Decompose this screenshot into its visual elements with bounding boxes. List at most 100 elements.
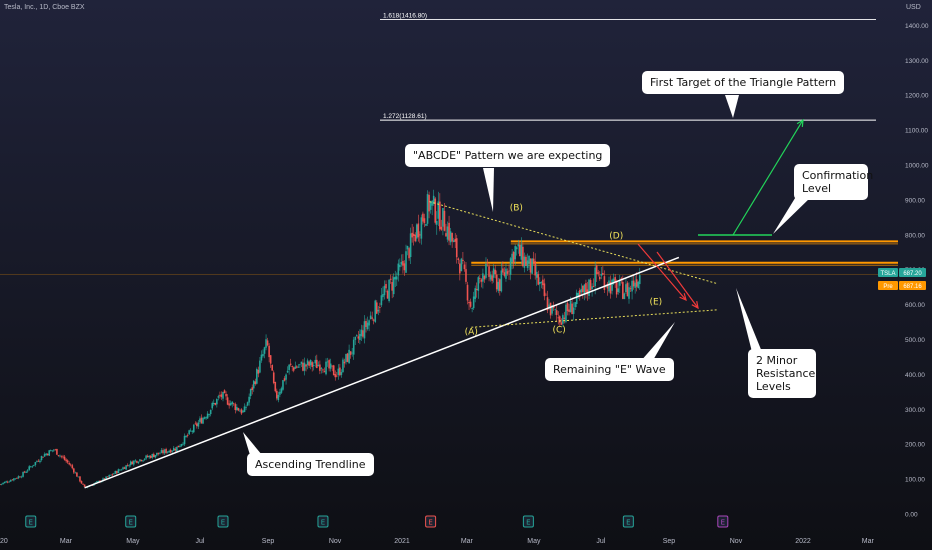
projected-down-arrow (637, 243, 687, 301)
candle-body (128, 465, 130, 467)
candle-body (517, 244, 520, 247)
candle-body (276, 390, 278, 399)
candle-body (600, 273, 603, 276)
candle-body (502, 268, 504, 273)
candle-body (362, 330, 364, 337)
price-tag-symbol (878, 281, 898, 290)
candle-body (166, 451, 169, 453)
candle-body (305, 364, 307, 367)
candle-body (469, 301, 472, 307)
candle-body (219, 395, 221, 397)
candle-body (152, 454, 155, 458)
candle-body (179, 445, 181, 448)
candle-body (188, 430, 190, 435)
candle-body (296, 366, 298, 368)
candle-body (589, 280, 592, 291)
drawings: (A) (B) (C) (D) (E) (84, 95, 812, 489)
candle-body (291, 366, 293, 367)
candle-body (113, 473, 115, 475)
candle-body (414, 234, 417, 242)
candle-body (74, 472, 77, 474)
candle-body (280, 388, 283, 393)
y-tick-label: 900.00 (905, 197, 925, 204)
candle-body (340, 372, 343, 375)
price-tag-symbol (878, 268, 898, 277)
candle-body (558, 316, 561, 323)
candle-body (228, 403, 230, 406)
candle-body (503, 272, 506, 276)
y-tick-label: 600.00 (905, 302, 925, 309)
candle-body (286, 370, 289, 373)
price-tag-value-text: 687.16 (903, 284, 922, 290)
earnings-marker[interactable]: E (125, 515, 137, 528)
earnings-marker-label: E (626, 519, 630, 527)
candle-body (302, 362, 304, 371)
candle-body (252, 380, 255, 389)
candle-body (435, 220, 438, 225)
candle-body (272, 372, 275, 383)
candle-body (626, 282, 629, 297)
candle-body (279, 391, 281, 395)
candle-body (586, 289, 589, 295)
candle-body (483, 275, 486, 280)
wave-label: (B) (510, 203, 523, 213)
candle-body (448, 222, 450, 241)
candle-body (349, 351, 352, 355)
triangle-upper-line (429, 201, 718, 285)
x-tick-label: Sep (262, 538, 275, 545)
x-tick-label: Mar (862, 538, 875, 545)
candle-body (531, 258, 533, 274)
candle-body (120, 469, 123, 471)
candle-body (369, 315, 372, 320)
candle-body (440, 226, 443, 230)
candle-body (183, 435, 186, 445)
candle-body (148, 455, 150, 458)
earnings-marker[interactable]: E (717, 515, 729, 528)
candle-body (243, 406, 246, 412)
ascending-trendline-note: Ascending Trendline (247, 453, 374, 476)
earnings-marker[interactable]: E (425, 515, 437, 528)
candle-body (499, 279, 501, 291)
earnings-marker[interactable]: E (25, 515, 37, 528)
candle-body (395, 276, 398, 280)
candle-body (0, 483, 3, 485)
fib-level-label: 1.272(1128.61) (383, 113, 427, 120)
candle-body (126, 465, 129, 466)
candle-body (562, 315, 564, 324)
candle-body (332, 365, 335, 376)
candle-body (119, 469, 121, 471)
x-tick-label: May (527, 538, 541, 545)
earnings-marker[interactable]: E (522, 515, 534, 528)
candle-body (460, 258, 463, 272)
target-up-arrow-head (796, 118, 804, 128)
x-tick-label: 2021 (394, 538, 410, 545)
earnings-marker[interactable]: E (622, 515, 634, 528)
candle-body (66, 460, 69, 463)
candle-body (108, 475, 110, 477)
candle-body (220, 394, 223, 397)
candle-body (468, 301, 470, 304)
candle-body (629, 288, 632, 290)
candle-body (560, 322, 563, 325)
candle-body (9, 480, 12, 482)
candle-body (146, 455, 149, 458)
candle-body (68, 463, 71, 465)
candle-body (454, 238, 457, 242)
candle-body (500, 270, 503, 292)
y-tick-label: 1200.00 (905, 93, 929, 100)
candle-body (37, 460, 40, 462)
candle-body (628, 287, 630, 299)
candle-body (372, 319, 375, 321)
candle-body (635, 279, 638, 287)
earnings-marker[interactable]: E (317, 515, 329, 528)
candle-body (294, 366, 297, 369)
earnings-marker-label: E (29, 519, 33, 527)
candle-body (59, 455, 61, 457)
candle-body (156, 452, 158, 456)
candle-body (248, 396, 250, 403)
candle-body (406, 245, 409, 250)
earnings-marker[interactable]: E (217, 515, 229, 528)
candle-body (519, 244, 521, 257)
candle-body (459, 263, 461, 274)
candle-body (365, 320, 367, 327)
